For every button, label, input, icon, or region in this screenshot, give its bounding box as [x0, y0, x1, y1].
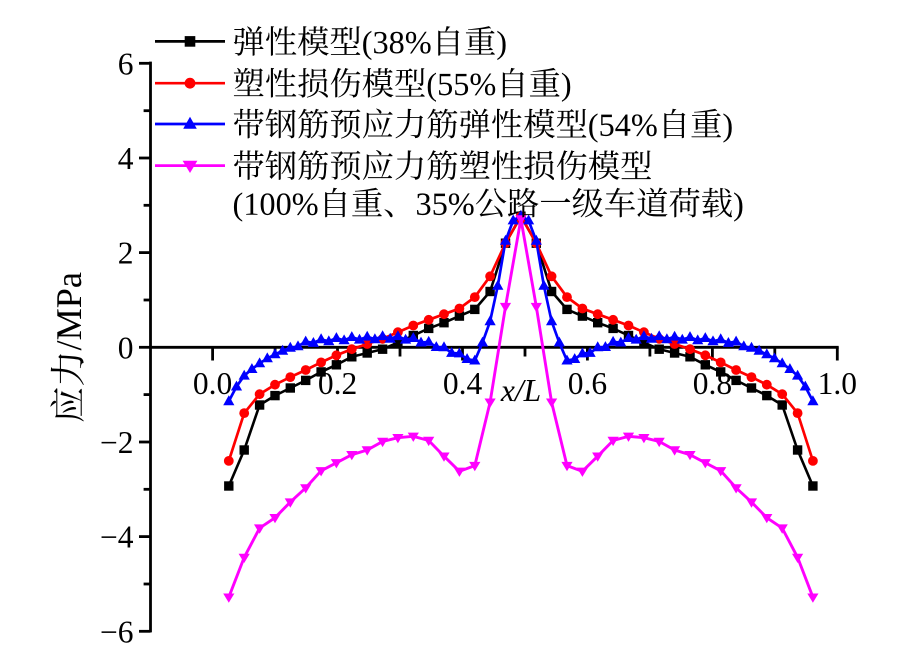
svg-text:−4: −4: [100, 520, 134, 555]
svg-text:4: 4: [118, 141, 134, 176]
svg-text:2: 2: [118, 236, 134, 271]
svg-text:0.4: 0.4: [443, 366, 483, 401]
svg-text:x/L: x/L: [500, 373, 541, 408]
svg-text:0.8: 0.8: [693, 366, 732, 401]
svg-text:0.0: 0.0: [193, 366, 232, 401]
svg-text:−2: −2: [100, 425, 134, 460]
svg-text:−6: −6: [100, 614, 134, 649]
svg-text:0.6: 0.6: [568, 366, 607, 401]
svg-text:0: 0: [118, 330, 134, 365]
svg-text:6: 6: [118, 46, 134, 81]
svg-text:1.0: 1.0: [818, 366, 857, 401]
